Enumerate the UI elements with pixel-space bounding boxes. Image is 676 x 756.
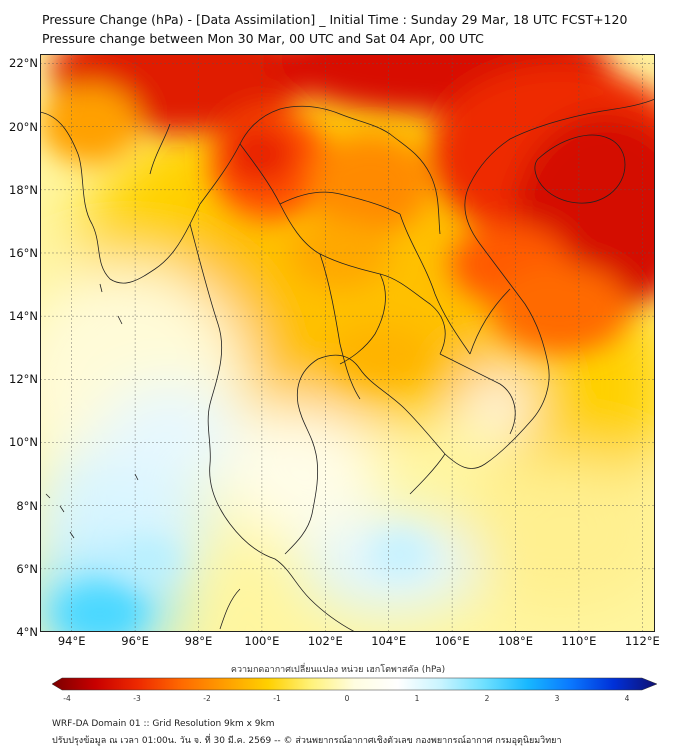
latitude-label: 16°N (9, 245, 38, 260)
latitude-label: 14°N (9, 309, 38, 324)
longitude-label: 98°E (184, 634, 213, 648)
latitude-label: 12°N (9, 372, 38, 387)
colorbar-tick-label: 2 (484, 694, 490, 703)
longitude-label: 100°E (244, 634, 280, 648)
longitude-label: 94°E (57, 634, 86, 648)
latitude-label: 4°N (16, 625, 38, 639)
colorbar-tick-label: -1 (273, 694, 281, 703)
pressure-field (40, 54, 655, 632)
longitude-label: 102°E (307, 634, 343, 648)
footer-credit: ปรับปรุงข้อมูล ณ เวลา 01:00น. วัน จ. ที่… (52, 736, 562, 746)
graticule (40, 54, 655, 632)
map-subtitle: Pressure change between Mon 30 Mar, 00 U… (42, 31, 484, 46)
latitude-label: 8°N (16, 498, 38, 513)
longitude-label: 112°E (624, 634, 660, 648)
map-frame (40, 54, 655, 632)
longitude-label: 110°E (561, 634, 597, 648)
longitude-label: 106°E (434, 634, 470, 648)
coastlines-and-borders (40, 98, 655, 632)
colorbar-tick-label: 1 (414, 694, 420, 703)
colorbar-title: ความกดอากาศเปลี่ยนแปลง หน่วย เฮกโตพาสคัล… (230, 665, 446, 675)
map-title: Pressure Change (hPa) - [Data Assimilati… (42, 12, 628, 27)
colorbar-tick-label: -2 (203, 694, 211, 703)
longitude-label: 104°E (371, 634, 407, 648)
colorbar-gradient (51, 677, 658, 691)
latitude-label: 20°N (9, 119, 38, 134)
colorbar-tick-label: 4 (624, 694, 630, 703)
latitude-label: 10°N (9, 435, 38, 450)
latitude-label: 6°N (16, 561, 38, 576)
colorbar-tick-label: 0 (344, 694, 350, 703)
map-canvas (40, 54, 655, 632)
pressure-change-map (40, 54, 655, 632)
latitude-label: 18°N (9, 182, 38, 197)
longitude-label: 108°E (498, 634, 533, 648)
latitude-label: 22°N (9, 56, 38, 71)
colorbar-tick-label: -4 (63, 694, 71, 703)
longitude-label: 96°E (121, 634, 149, 648)
colorbar-tick-label: -3 (133, 694, 141, 703)
colorbar (51, 676, 672, 716)
colorbar-tick-label: 3 (554, 694, 560, 703)
footer-model-info: WRF-DA Domain 01 :: Grid Resolution 9km … (52, 719, 275, 729)
